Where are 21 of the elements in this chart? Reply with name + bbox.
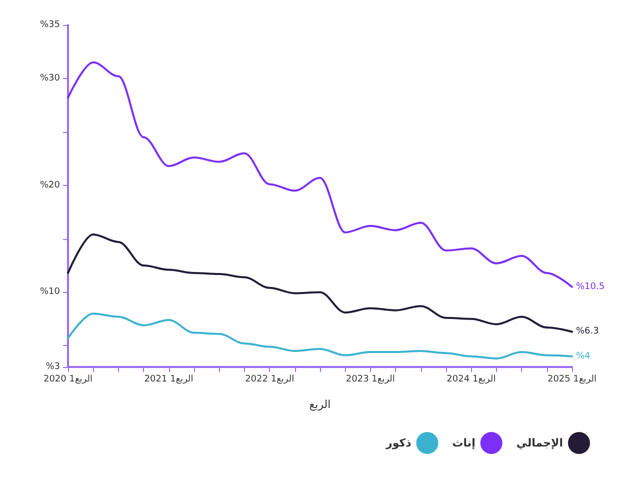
annotation: %4 xyxy=(576,351,591,362)
x-tick-label: الربع1 2024 xyxy=(446,374,496,384)
legend-label: الإجمالي xyxy=(516,436,563,450)
x-tick-label: الربع1 2021 xyxy=(144,374,194,384)
y-tick-label: %30 xyxy=(40,73,60,84)
x-tick-label: الربع1 2023 xyxy=(346,374,395,384)
line-series xyxy=(67,312,573,360)
x-tick-label: الربع1 2025 xyxy=(547,374,597,384)
y-tick-label: %3 xyxy=(46,362,60,372)
legend-label: إناث xyxy=(452,436,476,450)
y-tick-label: %20 xyxy=(40,180,60,190)
x-tick-label: الربع1 2020 xyxy=(43,374,93,384)
annotation: %6.3 xyxy=(576,326,599,337)
x-tick-label: الربع1 2022 xyxy=(245,374,294,384)
x-axis-title: الربع xyxy=(309,398,331,411)
y-tick-label: %10 xyxy=(40,287,60,298)
y-tick-label: %35 xyxy=(40,20,60,30)
legend-label: ذكور xyxy=(384,436,412,450)
annotation: %10.5 xyxy=(576,282,605,292)
line-series xyxy=(67,233,573,333)
line-series xyxy=(67,61,573,288)
